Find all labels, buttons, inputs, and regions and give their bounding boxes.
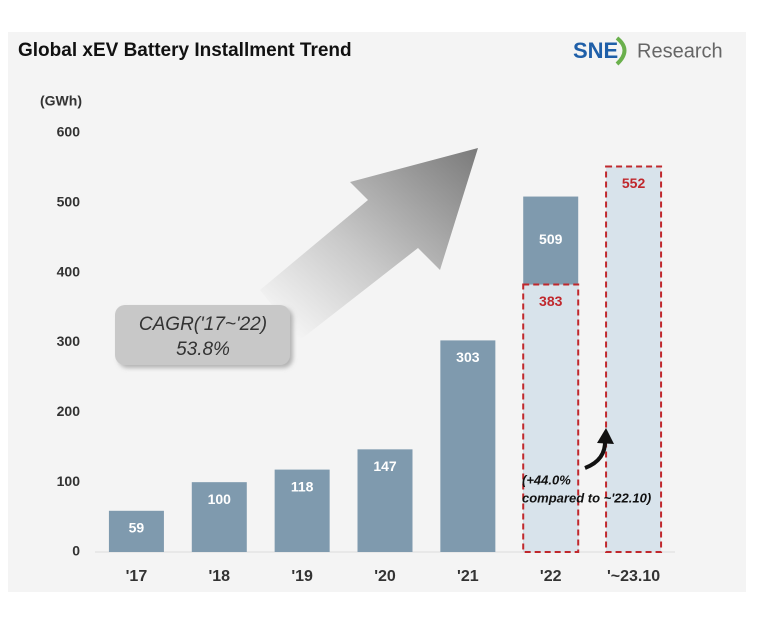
value-label: 303 xyxy=(456,349,480,365)
x-tick-label: '18 xyxy=(208,568,230,585)
y-tick-label: 100 xyxy=(57,473,81,489)
cagr-value: 53.8% xyxy=(176,339,230,360)
x-tick-label: '17 xyxy=(126,568,148,585)
value-label: 383 xyxy=(539,293,563,309)
x-tick-label: '22 xyxy=(540,568,562,585)
value-label: 59 xyxy=(129,520,145,536)
value-label: 509 xyxy=(539,231,563,247)
bar xyxy=(522,283,580,553)
y-axis-label: (GWh) xyxy=(40,93,82,109)
x-tick-label: '21 xyxy=(457,568,479,585)
bar xyxy=(191,482,247,552)
y-tick-label: 200 xyxy=(57,403,81,419)
chart-title: Global xEV Battery Installment Trend xyxy=(18,40,352,61)
bar xyxy=(357,449,413,552)
logo: SNE Research xyxy=(573,36,723,66)
bar xyxy=(274,469,330,552)
plot: 0 100 200 300 400 500 600 '17 59 '18 100 '19 118 '20 1… xyxy=(57,124,675,585)
cagr-box xyxy=(115,305,290,365)
x-tick-label: '~23.10 xyxy=(607,568,660,585)
bar xyxy=(605,165,663,554)
y-tick-label: 600 xyxy=(57,124,81,140)
value-label: 147 xyxy=(373,458,397,474)
y-tick-label: 300 xyxy=(57,333,81,349)
value-label: 552 xyxy=(622,175,646,191)
value-label: 100 xyxy=(208,491,232,507)
y-tick-label: 0 xyxy=(72,543,80,559)
x-tick-label: '20 xyxy=(374,568,396,585)
growth-label: (+44.0% xyxy=(522,472,571,487)
y-tick-label: 500 xyxy=(57,194,81,210)
growth-arrowhead xyxy=(597,428,614,444)
cagr-label: CAGR('17~'22) xyxy=(139,314,267,335)
value-label: 118 xyxy=(291,478,314,494)
logo-arc xyxy=(615,36,627,66)
bar xyxy=(108,510,164,552)
logo-suffix: Research xyxy=(637,40,723,62)
x-tick-label: '19 xyxy=(291,568,313,585)
bar xyxy=(440,340,496,552)
trend-arrow xyxy=(260,148,478,340)
logo-brand: SNE xyxy=(573,38,618,63)
y-tick-label: 400 xyxy=(57,263,81,279)
growth-label: compared to ~'22.10) xyxy=(522,490,651,505)
